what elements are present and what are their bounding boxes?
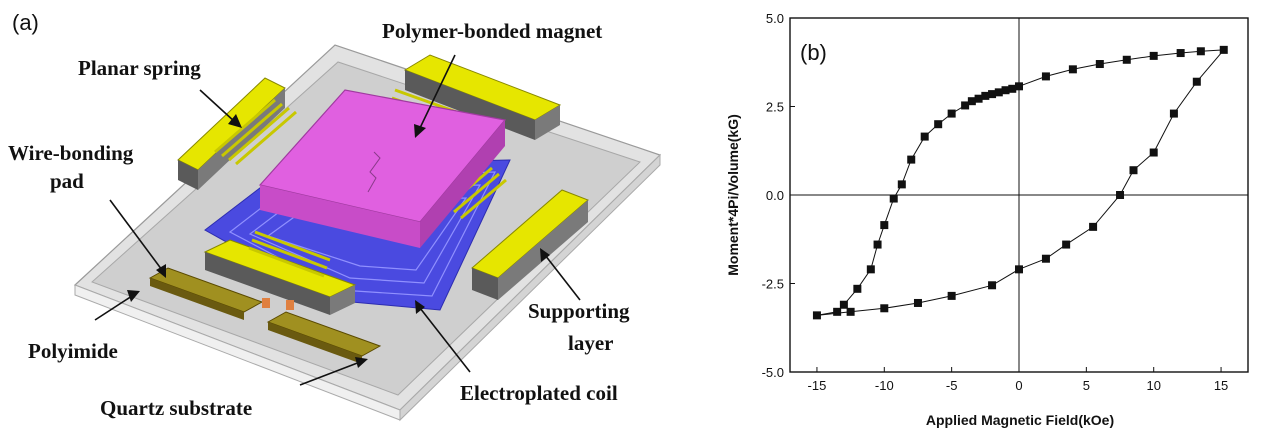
y-tick-label: -5.0	[762, 365, 784, 380]
data-point	[913, 298, 922, 307]
label-planar-spring: Planar spring	[78, 56, 201, 80]
data-point	[873, 240, 882, 249]
data-point	[994, 88, 1003, 97]
data-point	[1149, 51, 1158, 60]
data-point	[1196, 47, 1205, 56]
data-point	[1001, 86, 1010, 95]
x-axis-ticks: -15 -10 -5 0 5 10 15	[808, 367, 1228, 393]
data-point	[981, 91, 990, 100]
data-point	[897, 180, 906, 189]
data-point	[812, 311, 821, 320]
data-point	[1169, 109, 1178, 118]
leader-lines	[94, 54, 581, 386]
data-point	[907, 155, 916, 164]
data-point	[1062, 240, 1071, 249]
data-point	[853, 284, 862, 293]
data-markers	[812, 45, 1228, 320]
data-point	[1089, 222, 1098, 231]
y-axis-title: Moment*4Pi/Volume(kG)	[725, 114, 741, 276]
hysteresis-chart: -15 -10 -5 0 5 10 15 5.0 2.5 0.0 -2.5 -5.0 (b) App…	[725, 11, 1249, 428]
data-point	[1041, 72, 1050, 81]
data-point	[974, 94, 983, 103]
data-point	[947, 109, 956, 118]
data-point	[1015, 82, 1023, 91]
label-supporting: Supporting	[528, 299, 630, 323]
label-electroplated-coil: Electroplated coil	[460, 381, 618, 405]
y-axis-ticks: 5.0 2.5 0.0 -2.5 -5.0	[762, 11, 795, 380]
data-point	[866, 265, 875, 274]
y-tick-label: 2.5	[766, 100, 784, 115]
data-point	[880, 221, 889, 230]
label-quartz-substrate: Quartz substrate	[100, 396, 252, 420]
data-point	[920, 132, 929, 141]
data-point	[1041, 254, 1050, 263]
y-tick-label: -2.5	[762, 277, 784, 292]
data-point	[1008, 84, 1017, 93]
data-point	[1095, 60, 1104, 69]
data-point	[1149, 148, 1158, 157]
data-point	[1122, 55, 1131, 64]
x-tick-label: -5	[946, 378, 958, 393]
panel-label-b: (b)	[800, 40, 827, 65]
data-point	[1015, 265, 1023, 274]
data-point	[934, 120, 943, 129]
series-lower-branch-line	[816, 49, 1225, 316]
x-axis-title: Applied Magnetic Field(kOe)	[926, 412, 1114, 428]
x-tick-label: 0	[1015, 378, 1022, 393]
x-tick-label: 10	[1146, 378, 1160, 393]
label-supporting-layer: layer	[568, 331, 613, 355]
y-tick-label: 5.0	[766, 11, 784, 26]
data-point	[1116, 191, 1125, 199]
x-tick-label: 15	[1214, 378, 1228, 393]
x-tick-label: -15	[808, 378, 827, 393]
label-wire-bonding-pad: pad	[50, 169, 84, 193]
data-point	[880, 304, 889, 313]
label-polymer-magnet: Polymer-bonded magnet	[382, 19, 602, 43]
data-point	[988, 281, 997, 290]
device-schematic: (a)	[8, 10, 662, 422]
data-point	[988, 90, 997, 99]
x-tick-label: -10	[875, 378, 894, 393]
data-point	[839, 300, 848, 309]
data-point	[961, 101, 970, 110]
polymer-bonded-magnet	[258, 89, 507, 248]
data-point	[1192, 77, 1201, 86]
label-polyimide: Polyimide	[28, 339, 118, 363]
data-point	[833, 307, 842, 316]
panel-label-a: (a)	[12, 10, 39, 35]
data-point	[889, 194, 898, 203]
x-tick-label: 5	[1083, 378, 1090, 393]
data-point	[1068, 65, 1077, 74]
data-point	[947, 291, 956, 300]
data-point	[1219, 45, 1228, 54]
data-point	[1176, 49, 1185, 58]
data-point	[846, 307, 855, 316]
label-wire-bonding: Wire-bonding	[8, 141, 134, 165]
y-tick-label: 0.0	[766, 188, 784, 203]
data-point	[967, 97, 976, 106]
data-point	[1129, 166, 1138, 175]
